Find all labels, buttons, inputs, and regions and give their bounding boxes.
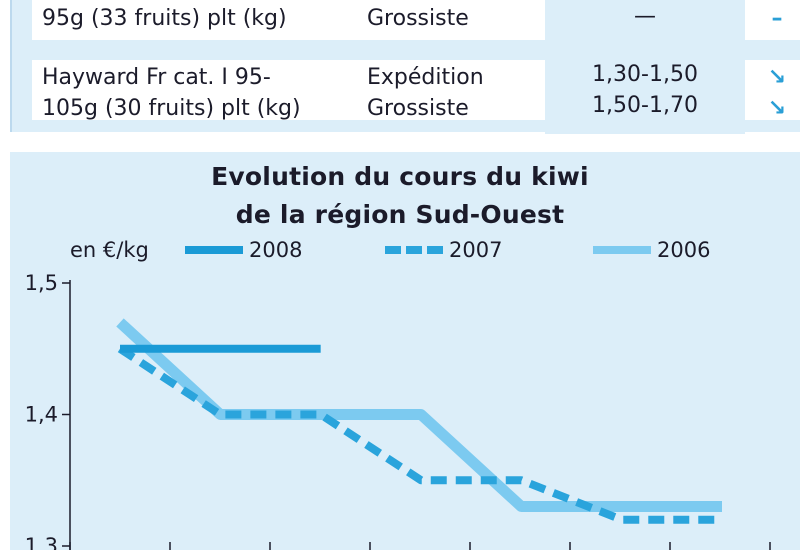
trend-cell: ↘ ↘ xyxy=(752,62,800,124)
price-cell: — xyxy=(545,0,745,41)
stage-cell: Expédition Grossiste xyxy=(367,62,537,124)
y-tick-label: 1,5 xyxy=(25,271,58,295)
legend-label-2006: 2006 xyxy=(657,238,711,262)
series-line-2007 xyxy=(117,345,722,524)
price-line: 1,50-1,70 xyxy=(592,93,698,118)
price-line: 1,30-1,50 xyxy=(592,62,698,87)
legend-swatch-2006 xyxy=(593,246,651,254)
y-axis-unit-label: en €/kg xyxy=(70,238,149,262)
legend-label-2008: 2008 xyxy=(249,238,303,262)
trend-dash-icon: – xyxy=(771,6,783,31)
legend-label-2007: 2007 xyxy=(449,238,503,262)
trend-cell: – xyxy=(752,3,800,34)
stage-line: Expédition xyxy=(367,65,484,90)
product-line: 95g (33 fruits) plt (kg) xyxy=(42,6,287,31)
stage-line: Grossiste xyxy=(367,6,469,31)
legend-swatch-2008 xyxy=(185,246,243,254)
price-cell: 1,30-1,50 1,50-1,70 xyxy=(545,60,745,134)
trend-down-arrow-icon: ↘ xyxy=(767,65,787,90)
price-line: — xyxy=(634,4,656,29)
legend-item-2008: 2008 xyxy=(185,238,302,262)
stage-cell: Grossiste xyxy=(367,3,537,34)
y-tick-label: 1,3 xyxy=(25,534,58,550)
chart-title: Evolution du cours du kiwi xyxy=(211,162,589,191)
legend-item-2007: 2007 xyxy=(385,238,502,262)
y-tick-label: 1,4 xyxy=(25,403,58,427)
product-cell: 95g (33 fruits) plt (kg) xyxy=(42,3,342,34)
product-line: Hayward Fr cat. I 95- xyxy=(42,65,271,90)
price-table: 95g (33 fruits) plt (kg) Grossiste – — H… xyxy=(10,0,800,134)
product-cell: Hayward Fr cat. I 95- 105g (30 fruits) p… xyxy=(42,62,342,124)
product-line: 105g (30 fruits) plt (kg) xyxy=(42,96,301,121)
stage-line: Grossiste xyxy=(367,96,469,121)
legend-swatch-2007 xyxy=(385,246,443,254)
legend-item-2006: 2006 xyxy=(593,238,710,262)
chart-subtitle: de la région Sud-Ouest xyxy=(235,200,565,229)
trend-down-arrow-icon: ↘ xyxy=(767,96,787,121)
